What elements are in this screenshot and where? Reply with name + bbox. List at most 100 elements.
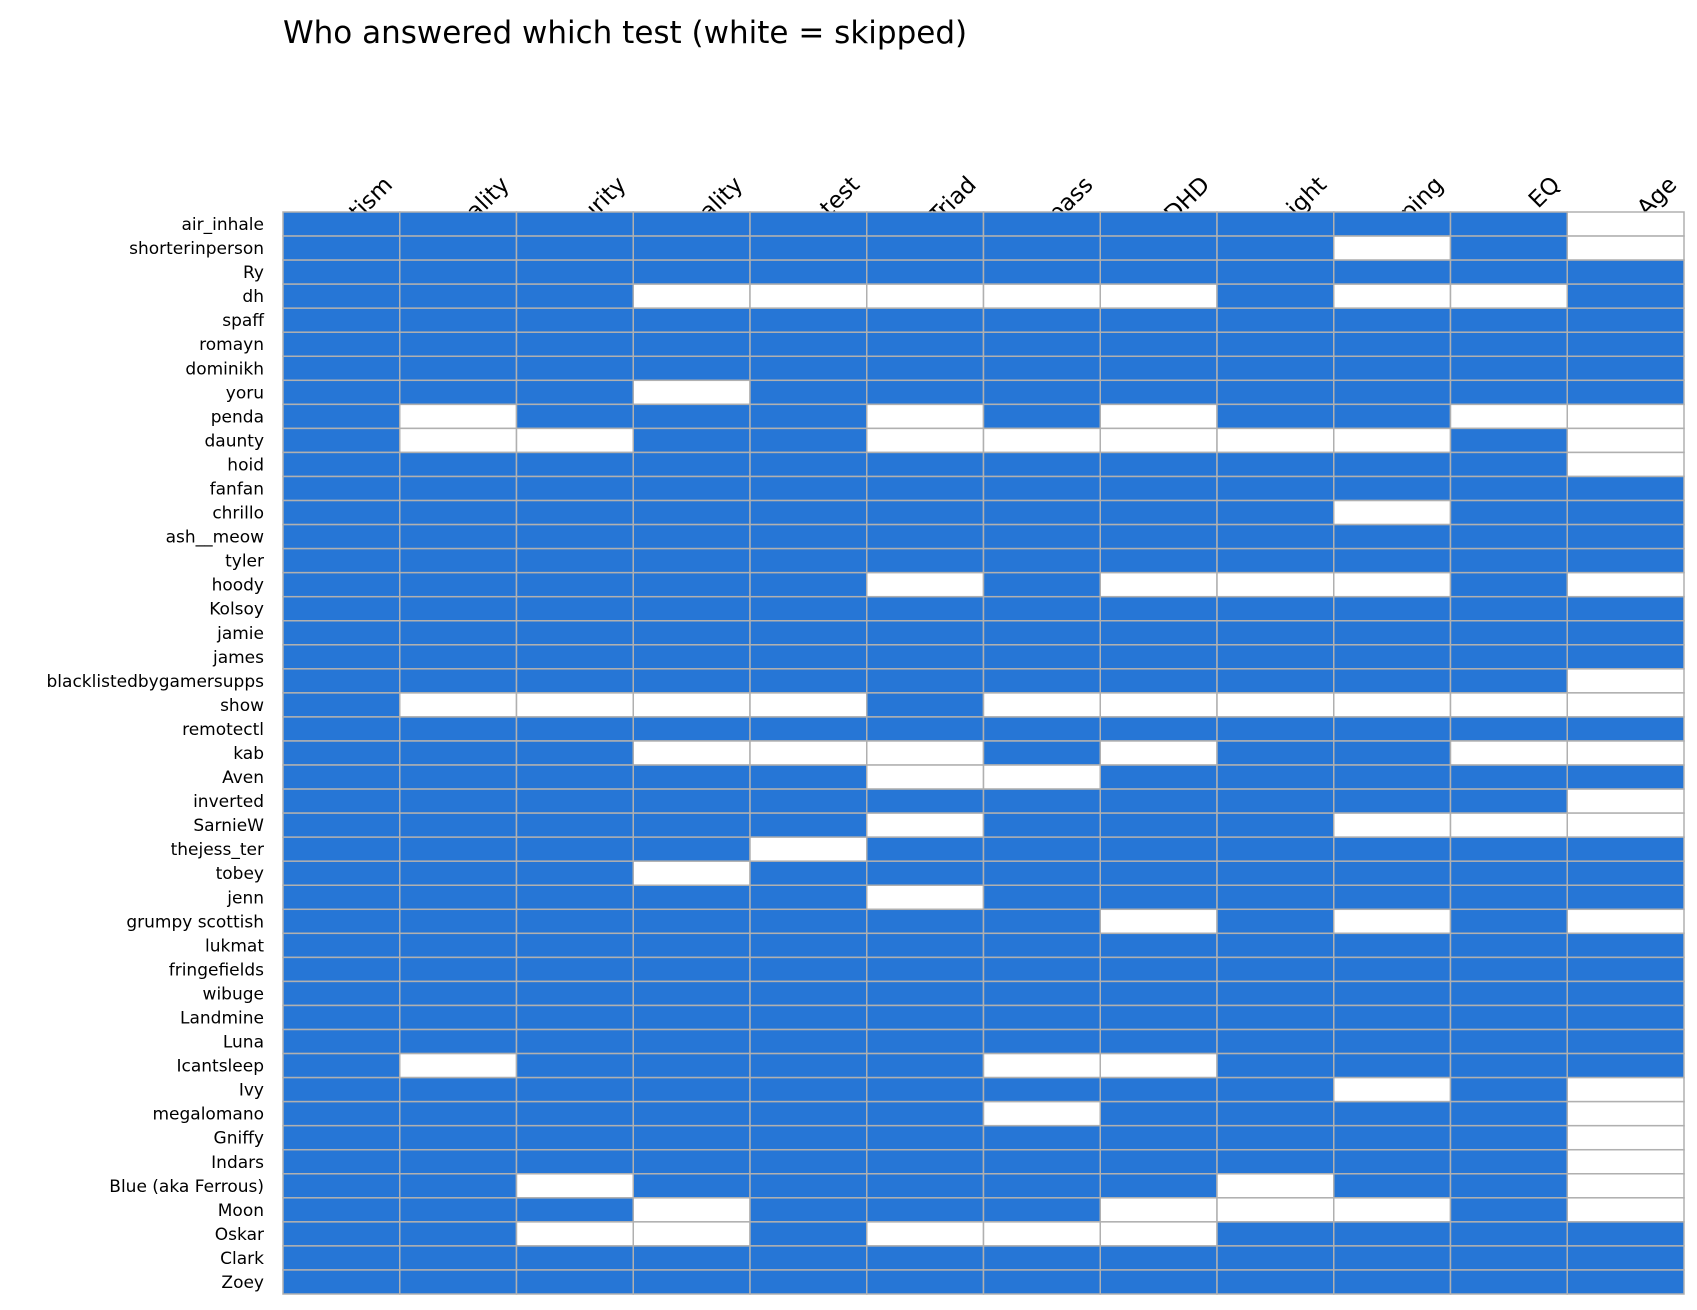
cell-moon-sexuality: [632, 1197, 751, 1223]
cell-hoid-adhd: [1099, 451, 1218, 478]
cell-remotectl-rice-purity: [515, 716, 634, 742]
cell-clark-dark-triad: [866, 1245, 985, 1271]
cell-chrillo-eq: [1449, 499, 1568, 526]
cell-gniffy-eq: [1449, 1124, 1568, 1151]
cell-gniffy-age: [1566, 1124, 1685, 1151]
cell-ash-meow-racism-test: [749, 523, 868, 550]
row-label-kab: kab: [233, 744, 264, 764]
cell-wibuge-typing: [1333, 980, 1452, 1007]
cell-tyler-eq: [1449, 547, 1568, 574]
cell-kolsoy-autism: [282, 595, 401, 622]
cell-daunty-adhd: [1099, 427, 1218, 454]
cell-lukmat-adhd: [1099, 932, 1218, 959]
cell-moon-adhd: [1099, 1197, 1218, 1223]
chart-title: Who answered which test (white = skipped…: [283, 15, 967, 51]
cell-kab-pol-compass: [982, 740, 1101, 766]
cell-indars-pol-compass: [982, 1148, 1101, 1175]
cell-spaff-height: [1216, 307, 1335, 333]
cell-blue-aka-ferrous-rice-purity: [515, 1173, 634, 1199]
cell-hoid-eq: [1449, 451, 1568, 478]
cell-moon-racism-test: [749, 1197, 868, 1223]
cell-gniffy-autism: [282, 1124, 401, 1151]
cell-hoid-personality: [399, 451, 518, 478]
cell-tyler-personality: [399, 547, 518, 574]
cell-oskar-racism-test: [749, 1221, 868, 1247]
cell-jamie-eq: [1449, 620, 1568, 646]
cell-megalomano-sexuality: [632, 1100, 751, 1127]
cell-dh-age: [1566, 283, 1685, 309]
cell-aven-personality: [399, 764, 518, 790]
cell-megalomano-age: [1566, 1100, 1685, 1127]
cell-tobey-rice-purity: [515, 860, 634, 886]
cell-ivy-rice-purity: [515, 1076, 634, 1103]
cell-fanfan-racism-test: [749, 475, 868, 502]
cell-clark-sexuality: [632, 1245, 751, 1271]
cell-ash-meow-personality: [399, 523, 518, 550]
cell-james-height: [1216, 644, 1335, 670]
cell-air-inhale-sexuality: [632, 211, 751, 237]
cell-tyler-sexuality: [632, 547, 751, 574]
cell-jenn-personality: [399, 884, 518, 911]
cell-luna-dark-triad: [866, 1028, 985, 1055]
cell-fanfan-rice-purity: [515, 475, 634, 502]
cell-sarniew-sexuality: [632, 812, 751, 838]
cell-gniffy-rice-purity: [515, 1124, 634, 1151]
cell-ivy-pol-compass: [982, 1076, 1101, 1103]
cell-tyler-autism: [282, 547, 401, 574]
cell-fringefields-autism: [282, 956, 401, 983]
cell-jamie-autism: [282, 620, 401, 646]
cell-hoody-rice-purity: [515, 571, 634, 598]
cell-blue-aka-ferrous-age: [1566, 1173, 1685, 1199]
cell-dominikh-autism: [282, 355, 401, 382]
cell-kolsoy-age: [1566, 595, 1685, 622]
cell-jamie-height: [1216, 620, 1335, 646]
cell-oskar-adhd: [1099, 1221, 1218, 1247]
row-label-blue-aka-ferrous: Blue (aka Ferrous): [109, 1177, 264, 1197]
cell-thejess-ter-personality: [399, 836, 518, 862]
cell-dominikh-racism-test: [749, 355, 868, 382]
cell-thejess-ter-dark-triad: [866, 836, 985, 862]
cell-dh-adhd: [1099, 283, 1218, 309]
cell-kolsoy-personality: [399, 595, 518, 622]
cell-megalomano-eq: [1449, 1100, 1568, 1127]
cell-ry-typing: [1333, 259, 1452, 285]
cell-tyler-racism-test: [749, 547, 868, 574]
cell-aven-autism: [282, 764, 401, 790]
cell-megalomano-autism: [282, 1100, 401, 1127]
cell-dominikh-age: [1566, 355, 1685, 382]
cell-ash-meow-adhd: [1099, 523, 1218, 550]
cell-romayn-sexuality: [632, 331, 751, 358]
cell-penda-pol-compass: [982, 403, 1101, 430]
cell-tobey-age: [1566, 860, 1685, 886]
row-labels: air_inhale shorterinperson Ry dh spaff romayn…: [47, 215, 266, 1293]
row-label-jenn: jenn: [226, 888, 264, 908]
cell-zoey-dark-triad: [866, 1269, 985, 1295]
cell-jamie-dark-triad: [866, 620, 985, 646]
cell-clark-pol-compass: [982, 1245, 1101, 1271]
cell-inverted-typing: [1333, 788, 1452, 814]
cell-chrillo-height: [1216, 499, 1335, 526]
cell-spaff-sexuality: [632, 307, 751, 333]
cell-grumpy-scottish-adhd: [1099, 908, 1218, 935]
cell-sarniew-dark-triad: [866, 812, 985, 838]
cell-fringefields-pol-compass: [982, 956, 1101, 983]
cell-moon-pol-compass: [982, 1197, 1101, 1223]
row-label-air-inhale: air_inhale: [181, 215, 264, 235]
cell-hoody-autism: [282, 571, 401, 598]
cell-yoru-eq: [1449, 379, 1568, 406]
cell-sarniew-racism-test: [749, 812, 868, 838]
cell-landmine-height: [1216, 1004, 1335, 1031]
cell-oskar-age: [1566, 1221, 1685, 1247]
cell-wibuge-age: [1566, 980, 1685, 1007]
cell-ivy-age: [1566, 1076, 1685, 1103]
cell-zoey-eq: [1449, 1269, 1568, 1295]
cell-show-typing: [1333, 692, 1452, 718]
cell-kolsoy-eq: [1449, 595, 1568, 622]
cell-landmine-rice-purity: [515, 1004, 634, 1031]
cell-grumpy-scottish-racism-test: [749, 908, 868, 935]
cell-daunty-pol-compass: [982, 427, 1101, 454]
cell-moon-personality: [399, 1197, 518, 1223]
cell-penda-age: [1566, 403, 1685, 430]
cell-show-autism: [282, 692, 401, 718]
cell-moon-age: [1566, 1197, 1685, 1223]
